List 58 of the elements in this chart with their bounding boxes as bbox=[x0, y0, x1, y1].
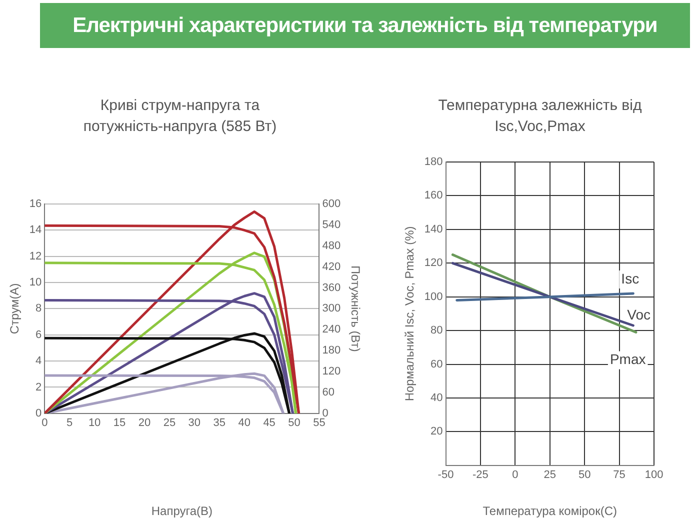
y2-tick-label: 120 bbox=[322, 366, 341, 378]
x-tick-label: 0 bbox=[512, 469, 518, 482]
x-tick-label: 30 bbox=[188, 417, 201, 430]
x-tick-label: 55 bbox=[313, 417, 326, 430]
x-tick-label: 75 bbox=[613, 469, 626, 482]
x-tick-label: -50 bbox=[438, 469, 454, 482]
series-label: Voc bbox=[627, 306, 651, 322]
x-tick-label: 20 bbox=[138, 417, 151, 430]
y-tick-label: 0 bbox=[36, 407, 42, 420]
y-tick-label: 6 bbox=[36, 328, 42, 341]
series-label: Pmax bbox=[610, 351, 646, 368]
y-tick-label: 12 bbox=[29, 250, 42, 262]
x-tick-label: 40 bbox=[238, 417, 250, 430]
x-tick-label: -25 bbox=[472, 469, 488, 482]
y-axis-title: Струм(А) bbox=[8, 283, 22, 334]
x-tick-label: 5 bbox=[66, 417, 73, 430]
y-tick-label: 160 bbox=[424, 190, 443, 202]
y-axis-title: Нормальний Isc, Voc, Pmax (%) bbox=[402, 226, 417, 402]
y-tick-label: 10 bbox=[29, 276, 42, 289]
x-tick-label: 50 bbox=[578, 469, 591, 482]
y2-tick-label: 300 bbox=[322, 302, 341, 315]
y-tick-label: 2 bbox=[36, 381, 42, 394]
y-tick-label: 100 bbox=[424, 290, 443, 303]
y2-tick-label: 480 bbox=[322, 240, 341, 252]
y-tick-label: 60 bbox=[430, 358, 443, 370]
text: Електричні характеристики та залежність від температури bbox=[40, 3, 690, 48]
chart-title: Криві струм-напруга та потужність-напруга (585 Вт) bbox=[82, 96, 278, 137]
y2-tick-label: 0 bbox=[322, 407, 328, 420]
y-tick-label: 16 bbox=[29, 198, 42, 210]
y-tick-label: 180 bbox=[424, 156, 443, 168]
chart-title: Температурна залежність від Isc,Voc,Pmax bbox=[437, 96, 643, 137]
x-tick-label: 25 bbox=[544, 469, 556, 482]
x-tick-label: 50 bbox=[288, 417, 300, 430]
y-tick-label: 20 bbox=[430, 426, 443, 438]
y2-tick-label: 60 bbox=[322, 386, 334, 398]
y-tick-label: 8 bbox=[36, 302, 42, 315]
x-tick-label: 10 bbox=[88, 417, 101, 430]
y2-axis-title: Потужність (Вт) bbox=[348, 266, 362, 352]
x-axis-title: Температура комірок(C) bbox=[482, 504, 617, 518]
x-tick-label: 45 bbox=[263, 417, 276, 430]
y2-tick-label: 540 bbox=[322, 218, 341, 231]
series-label: Isc bbox=[621, 270, 640, 286]
x-tick-label: 25 bbox=[163, 417, 176, 430]
y-tick-label: 14 bbox=[29, 224, 42, 236]
y2-tick-label: 420 bbox=[322, 260, 341, 273]
y2-tick-label: 360 bbox=[322, 282, 341, 294]
x-axis-title: Напруга(В) bbox=[151, 504, 213, 518]
y-tick-label: 40 bbox=[430, 392, 443, 404]
y2-tick-label: 180 bbox=[322, 344, 341, 357]
y-tick-label: 4 bbox=[36, 355, 42, 368]
x-tick-label: 35 bbox=[213, 417, 226, 430]
x-tick-label: 15 bbox=[113, 417, 126, 430]
x-tick-label: 100 bbox=[644, 469, 664, 482]
y2-tick-label: 240 bbox=[322, 324, 341, 336]
y-tick-label: 80 bbox=[430, 324, 443, 337]
y2-tick-label: 600 bbox=[322, 198, 341, 210]
y-tick-label: 140 bbox=[424, 223, 443, 236]
y-tick-label: 120 bbox=[424, 257, 443, 270]
